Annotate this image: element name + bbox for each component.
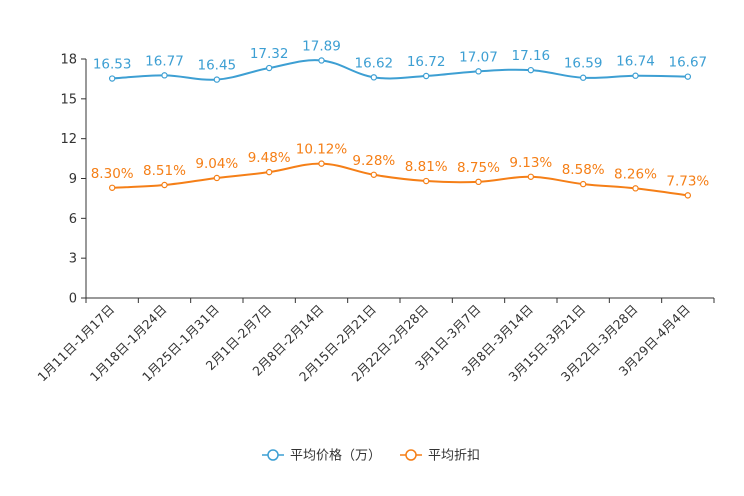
series-line [112,162,688,197]
data-point[interactable] [684,192,692,199]
data-point[interactable] [108,184,116,191]
data-label: 16.59 [564,56,603,72]
series-line [112,59,688,81]
data-point[interactable] [318,160,325,167]
legend-item-2[interactable]: 平均折扣 [400,449,480,464]
data-label: 8.58% [562,162,605,178]
y-tick-label: 12 [60,132,77,147]
data-point[interactable] [632,185,639,192]
data-label: 17.16 [512,48,551,64]
legend-marker [267,449,279,461]
data-point[interactable] [579,180,587,188]
legend-marker [405,449,417,461]
y-tick-label: 3 [69,252,77,267]
data-label: 16.45 [198,58,237,74]
data-point[interactable] [318,57,325,64]
data-label: 10.12% [296,142,348,158]
data-label: 9.13% [509,155,552,171]
data-point[interactable] [265,64,273,72]
data-label: 8.30% [91,166,134,182]
axes: 03691215181月11日-1月17日1月18日-1月24日1月25日-1月… [34,53,715,384]
data-label: 16.72 [407,54,446,70]
data-point[interactable] [161,72,168,79]
data-label: 8.81% [405,159,448,175]
data-point[interactable] [213,174,221,182]
data-point[interactable] [161,181,168,189]
data-point[interactable] [265,168,273,176]
data-label: 7.73% [666,173,709,189]
data-point[interactable] [527,173,535,180]
data-label: 9.48% [248,150,291,166]
data-point[interactable] [684,73,692,80]
data-label: 9.28% [352,153,395,169]
data-point[interactable] [213,76,221,83]
data-point[interactable] [370,74,378,81]
data-label: 8.75% [457,160,500,176]
legend-item-1[interactable]: 平均价格（万） [262,448,381,464]
data-point[interactable] [108,75,116,82]
data-point[interactable] [475,68,482,75]
series-1: 16.53 16.77 16.45 17.32 17.89 16.62 16.72 17.07… [93,38,708,83]
legend-label: 平均折扣 [428,449,480,464]
data-label: 9.04% [195,156,238,172]
y-tick-label: 15 [60,92,77,107]
y-tick-label: 6 [69,212,77,227]
data-label: 17.07 [459,49,498,65]
data-point[interactable] [579,74,587,81]
legend-label: 平均价格（万） [290,448,381,464]
data-label: 17.32 [250,46,289,62]
series-2: 8.30% 8.51% 9.04% 9.48% 10.12%9.28% 8.81% 8.75… [91,142,709,199]
series-layer: 16.53 16.77 16.45 17.32 17.89 16.62 16.72 17.07… [91,38,709,199]
data-label: 17.89 [302,38,341,54]
legend: 平均价格（万） 平均折扣 [262,448,480,464]
data-point[interactable] [527,66,535,74]
data-point[interactable] [422,72,430,80]
data-point[interactable] [370,171,378,178]
data-point[interactable] [632,72,639,79]
data-label: 16.67 [669,55,708,71]
y-tick-label: 9 [69,172,77,187]
data-point[interactable] [475,178,482,186]
y-tick-label: 18 [60,53,77,68]
data-label: 16.53 [93,57,132,73]
data-label: 8.51% [143,163,186,179]
data-point[interactable] [422,177,430,185]
data-label: 8.26% [614,166,657,182]
data-label: 16.77 [145,53,184,69]
y-tick-label: 0 [69,292,77,307]
data-label: 16.74 [616,54,655,70]
data-label: 16.62 [355,55,394,71]
